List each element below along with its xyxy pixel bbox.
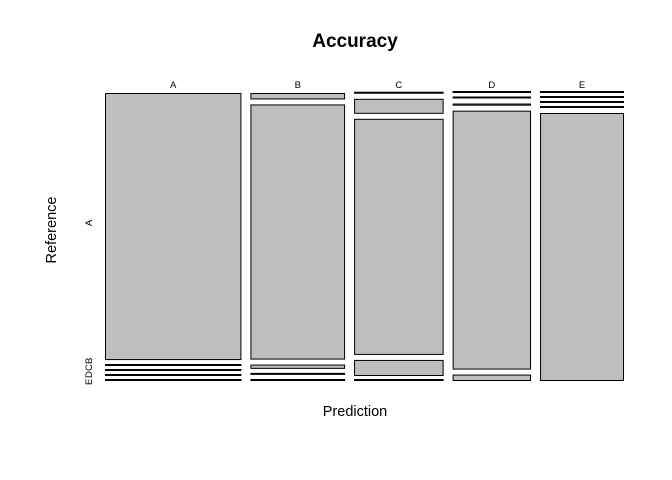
y-tick-label-a: A: [84, 219, 95, 226]
x-axis-label: Prediction: [323, 404, 387, 420]
y-axis-label: Reference: [44, 197, 60, 264]
chart-title: Accuracy: [312, 31, 398, 52]
tile-pred-c-ref-c: [354, 118, 444, 355]
y-tick-label-c: C: [84, 364, 95, 371]
x-tick-label-e: E: [579, 80, 585, 91]
tile-pred-c-ref-b: [354, 98, 444, 114]
y-tick-label-d: D: [84, 371, 95, 378]
tile-pred-a-ref-a: [105, 93, 242, 361]
x-tick-label-b: B: [295, 80, 301, 91]
x-tick-label-d: D: [488, 80, 495, 91]
y-tick-label-e: E: [84, 379, 95, 385]
tile-pred-c-ref-d: [354, 359, 444, 377]
tile-pred-d-ref-d: [452, 110, 532, 370]
x-tick-label-c: C: [395, 80, 402, 91]
x-tick-label-a: A: [170, 80, 177, 91]
y-tick-labels-minor: E D C B: [84, 358, 95, 385]
tile-pred-b-ref-a: [250, 93, 346, 100]
tile-pred-e-ref-e: [540, 113, 625, 381]
tile-pred-d-ref-c: [452, 103, 532, 106]
y-tick-label-b: B: [84, 358, 95, 364]
tile-pred-d-ref-e: [452, 374, 532, 381]
tile-pred-b-ref-c: [250, 364, 346, 369]
tile-pred-b-ref-b: [250, 104, 346, 360]
